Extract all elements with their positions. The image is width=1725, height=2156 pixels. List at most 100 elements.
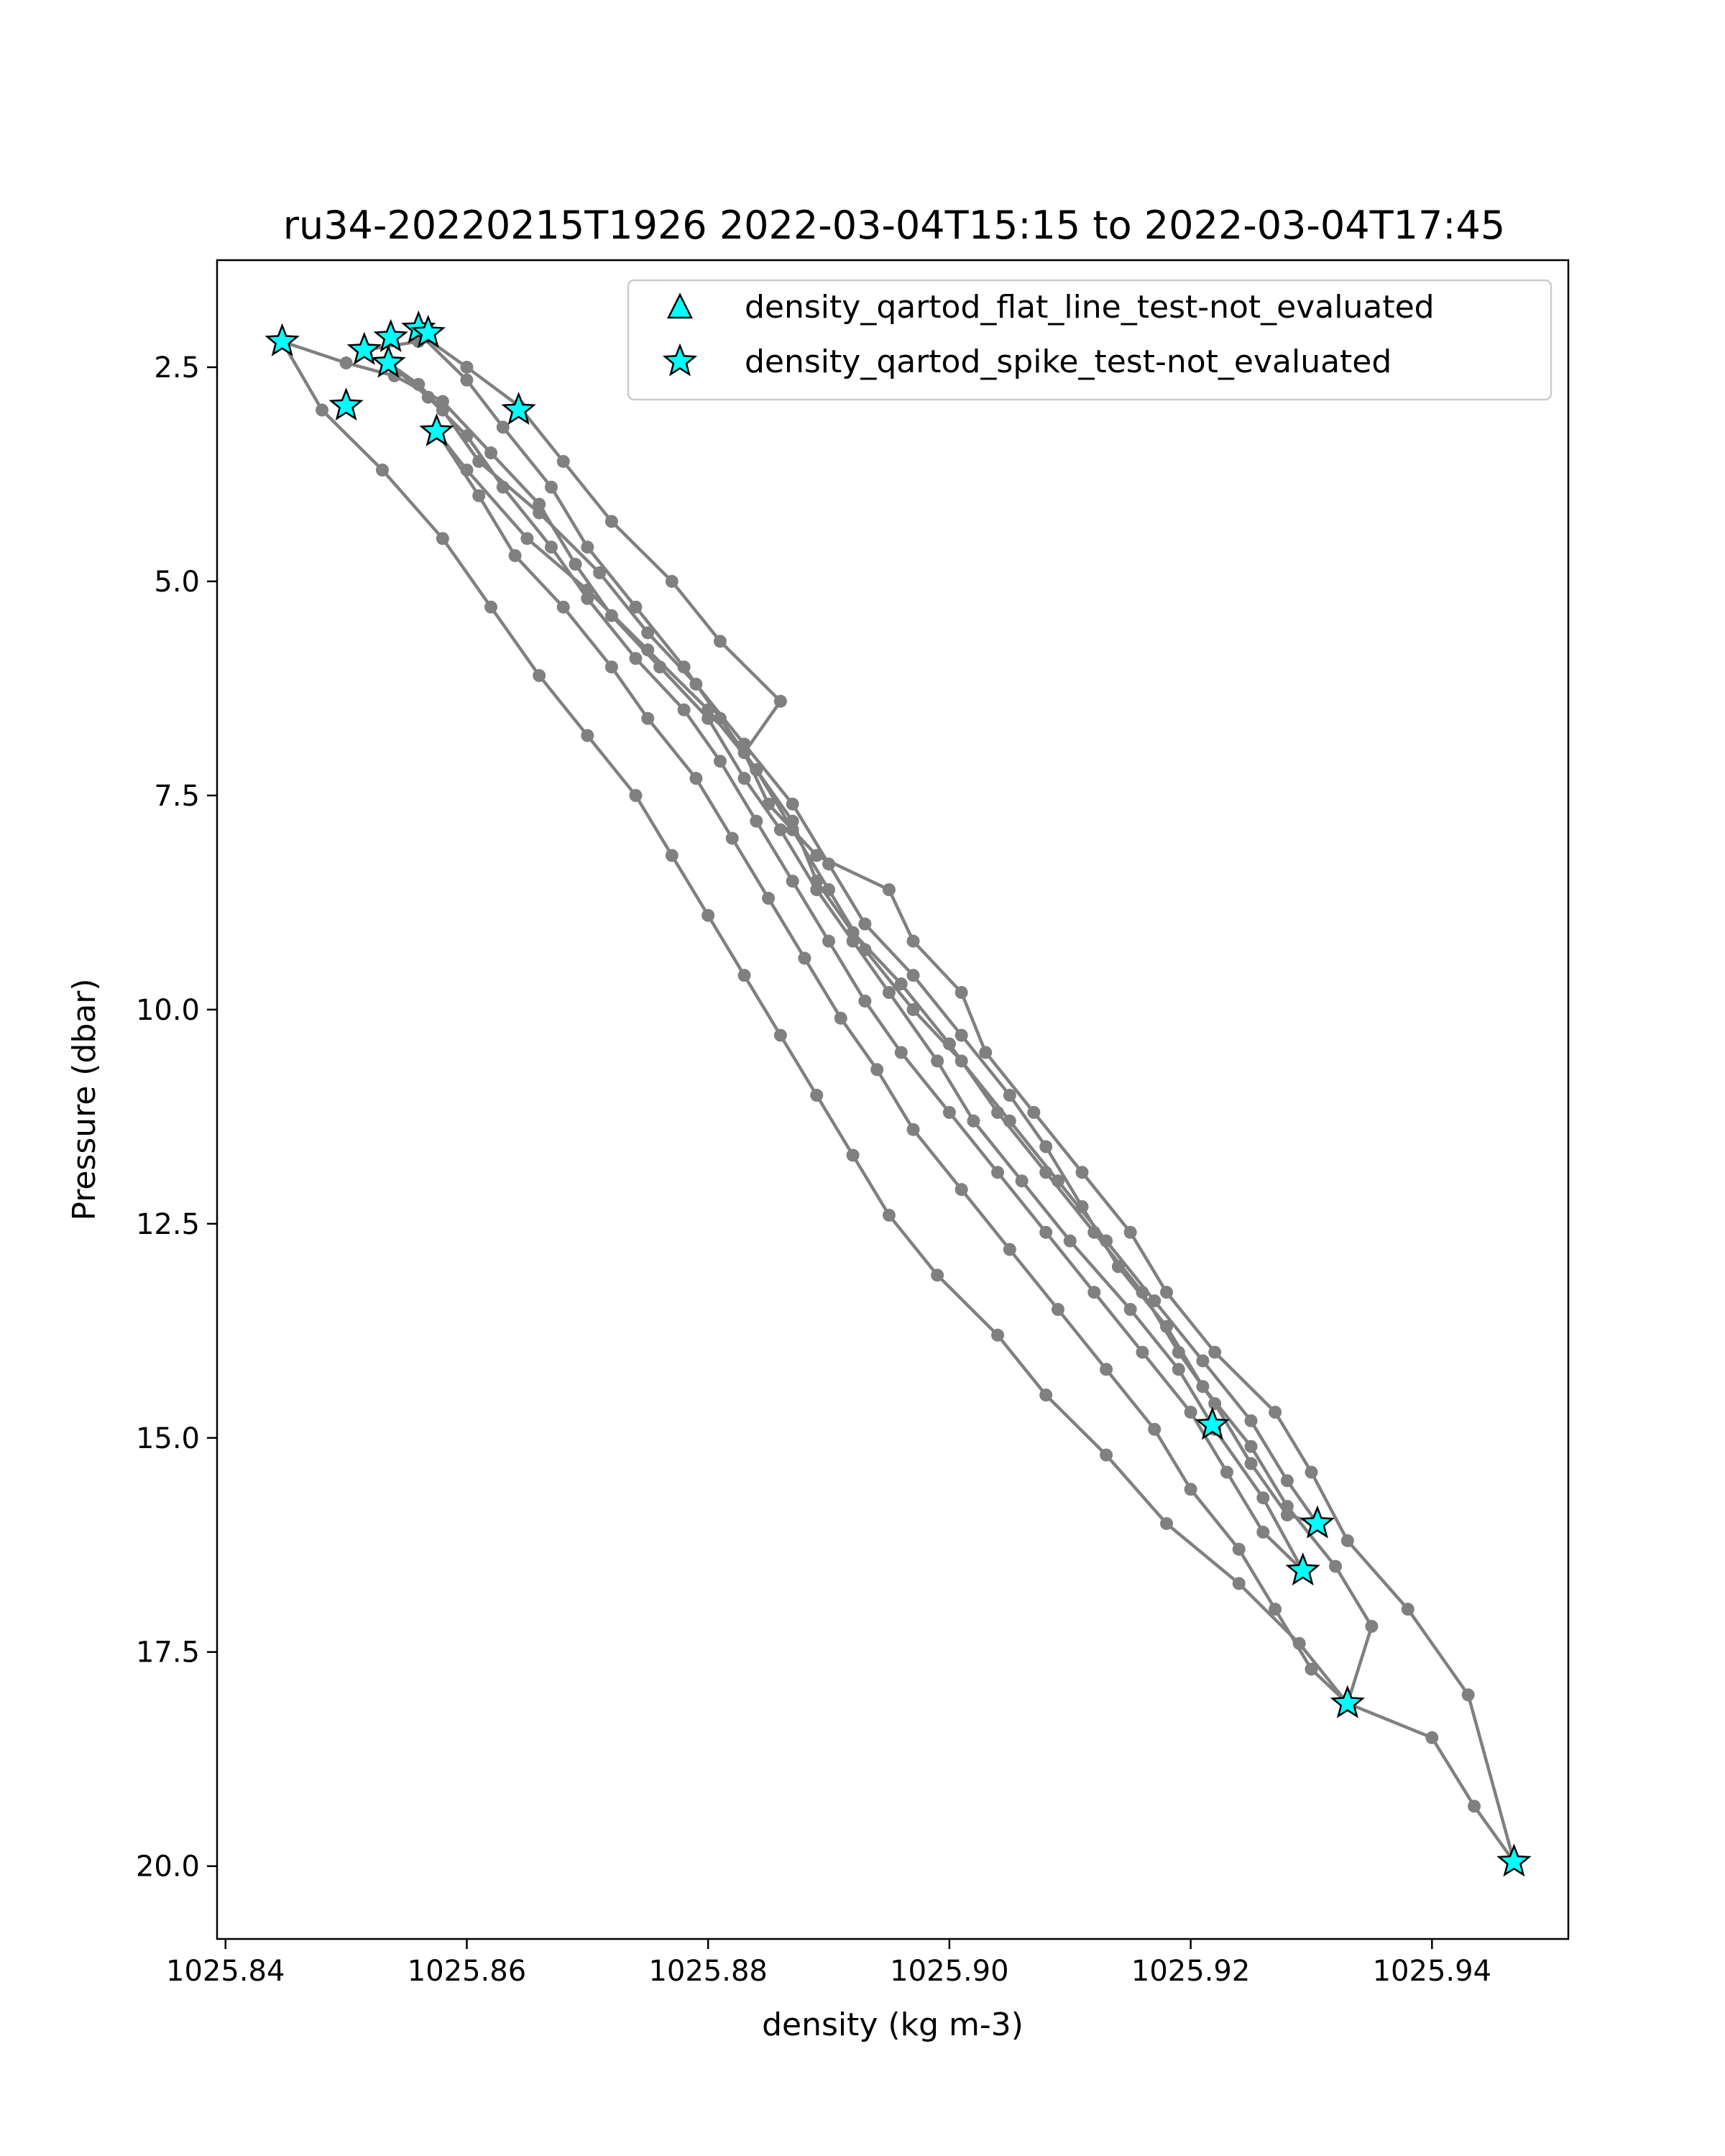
- profile-point: [472, 489, 486, 502]
- profile-point: [762, 891, 776, 905]
- legend: density_qartod_flat_line_test-not_evalua…: [627, 279, 1552, 401]
- profile-point: [931, 1268, 944, 1282]
- spike-test-marker: [410, 314, 446, 348]
- profile-point: [762, 797, 776, 811]
- profile-point: [641, 643, 655, 657]
- profile-point: [1063, 1234, 1077, 1248]
- profile-point: [544, 540, 558, 554]
- profile-point: [1280, 1508, 1294, 1522]
- profile-point: [460, 464, 474, 476]
- spike-test-marker: [328, 387, 364, 421]
- profile-point: [484, 446, 498, 460]
- profile-point: [472, 455, 486, 469]
- profile-point: [1425, 1731, 1439, 1744]
- profile-point: [604, 515, 618, 528]
- profile-point: [460, 373, 474, 387]
- y-axis: 2.5 5.0 7.5 10.0 12.5 15.0 17.5 20.0: [136, 351, 217, 1884]
- profile-point: [1027, 1105, 1041, 1119]
- profile-point: [786, 797, 799, 811]
- profile-point: [834, 1011, 847, 1025]
- profile-point: [593, 566, 607, 580]
- profile-point: [1015, 1174, 1029, 1188]
- profile-point: [798, 952, 811, 965]
- profile-point: [1039, 1388, 1053, 1402]
- y-tick-label: 7.5: [154, 780, 200, 813]
- profile-point: [581, 583, 594, 596]
- profile-point: [1075, 1166, 1089, 1179]
- profile-point: [1256, 1491, 1270, 1505]
- profile-point: [1329, 1560, 1343, 1573]
- profile-point: [641, 626, 655, 640]
- profile-point: [1148, 1294, 1162, 1308]
- profile-point: [520, 532, 534, 545]
- profile-point: [1100, 1234, 1113, 1248]
- spike-test-marker: [373, 318, 408, 352]
- profile-point: [894, 1046, 908, 1059]
- x-tick-label: 1025.84: [166, 1955, 285, 1988]
- profile-point: [641, 711, 655, 725]
- profile-point: [737, 969, 751, 982]
- legend-triangle-icon: [666, 292, 694, 319]
- profile-point: [954, 1183, 968, 1197]
- spike-test-marker: [1496, 1843, 1532, 1877]
- profile-point: [556, 455, 570, 469]
- profile-point: [1123, 1303, 1137, 1316]
- profile-point: [882, 986, 896, 1000]
- profile-point: [316, 403, 329, 417]
- profile-point: [1280, 1474, 1294, 1488]
- profile-point: [882, 883, 896, 896]
- profile-point: [702, 908, 715, 922]
- profile-point: [544, 480, 558, 494]
- profile-point: [677, 703, 691, 717]
- legend-box: [627, 279, 1552, 401]
- profile-point: [894, 977, 908, 991]
- profile-point: [1184, 1483, 1197, 1496]
- spike-test-marker: [419, 413, 454, 446]
- profile-point: [1244, 1439, 1258, 1453]
- profile-point: [725, 831, 739, 845]
- x-tick-label: 1025.92: [1131, 1955, 1250, 1988]
- profile-point: [629, 600, 643, 614]
- profile-point: [1461, 1688, 1475, 1702]
- profile-point: [882, 1208, 896, 1222]
- y-tick-label: 5.0: [154, 566, 200, 599]
- profile-point: [665, 574, 678, 588]
- profile-point: [810, 849, 824, 862]
- plot-frame: [216, 259, 1570, 1940]
- x-axis: 1025.84 1025.86 1025.88 1025.90 1025.92 1025.…: [166, 1939, 1491, 1988]
- profile-lines: [275, 326, 1521, 1869]
- profile-point: [991, 1328, 1005, 1342]
- x-tick-label: 1025.88: [648, 1955, 767, 1988]
- profile-point: [931, 1054, 944, 1068]
- profile-point: [1244, 1414, 1258, 1427]
- profile-line: [423, 336, 1516, 1863]
- profile-point: [1039, 1140, 1053, 1153]
- profile-point: [858, 943, 872, 957]
- profile-point: [1111, 1260, 1125, 1273]
- profile-point: [1305, 1662, 1318, 1676]
- legend-label-flat-line: density_qartod_flat_line_test-not_evalua…: [745, 289, 1435, 326]
- profile-point: [375, 464, 389, 476]
- profile-point: [822, 883, 836, 896]
- profile-point: [1365, 1619, 1379, 1633]
- legend-label-spike: density_qartod_spike_test-not_evaluated: [745, 344, 1392, 380]
- profile-point: [460, 360, 474, 374]
- chart-title: ru34-20220215T1926 2022-03-04T15:15 to 2…: [283, 203, 1505, 248]
- profile-point: [1100, 1363, 1113, 1376]
- profile-point: [1148, 1422, 1162, 1436]
- profile-point: [533, 669, 546, 683]
- profile-point: [412, 377, 426, 391]
- spike-test-marker: [264, 323, 300, 356]
- profile-point: [339, 356, 353, 370]
- spike-test-marker: [1330, 1685, 1365, 1718]
- x-tick-label: 1025.86: [408, 1955, 526, 1988]
- profile-point: [604, 660, 618, 674]
- profile-point: [1100, 1448, 1113, 1462]
- profile-line: [435, 430, 1349, 1705]
- profile-point: [773, 823, 787, 837]
- profile-point: [713, 711, 727, 725]
- profile-point: [1340, 1534, 1354, 1547]
- profile-point: [1196, 1354, 1210, 1368]
- profile-point: [979, 1046, 993, 1059]
